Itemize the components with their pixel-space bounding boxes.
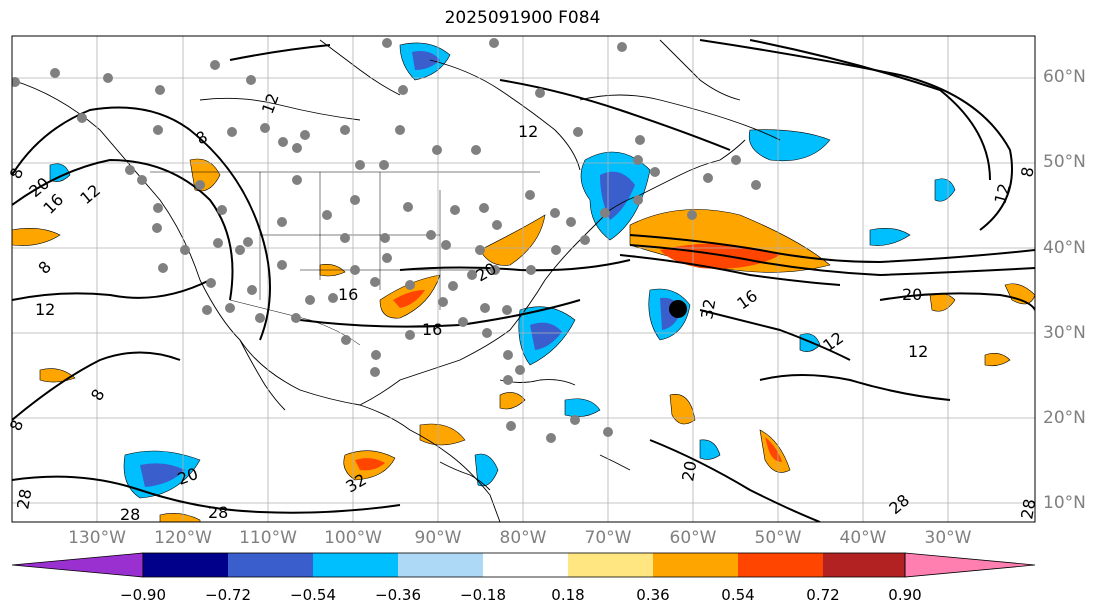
- lon-label: 130°W: [68, 528, 126, 548]
- contour-label: 20: [902, 285, 922, 304]
- map-background: [12, 36, 1035, 522]
- contour-label: 12: [518, 122, 538, 141]
- colorbar-tick-label: −0.54: [290, 586, 336, 604]
- lat-label: 40°N: [1043, 238, 1086, 258]
- station-dots: [12, 38, 761, 443]
- lat-label: 10°N: [1043, 493, 1086, 513]
- colorbar-tick-label: 0.18: [551, 586, 585, 604]
- colorbar-tick-label: 0.54: [721, 586, 755, 604]
- colorbar-outline: [142, 552, 906, 578]
- colorbar-tick-label: 0.90: [888, 586, 922, 604]
- contour-label: 12: [908, 342, 928, 361]
- colorbar-tick-label: 0.36: [636, 586, 670, 604]
- lon-label: 70°W: [584, 528, 632, 548]
- colorbar-bin: [653, 553, 738, 577]
- contour-label: 16: [422, 320, 442, 339]
- storm-center-marker: [669, 300, 687, 318]
- colorbar-extend-low: [11, 552, 144, 578]
- contour-label: 16: [338, 285, 358, 304]
- lon-label: 100°W: [324, 528, 382, 548]
- contour-label: 32: [697, 297, 719, 320]
- colorbar-bin: [568, 553, 653, 577]
- contour-label: 8: [1017, 165, 1037, 178]
- colorbar-extend-high: [904, 552, 1036, 578]
- colorbar-tick-label: −0.72: [205, 586, 251, 604]
- contour-label: 12: [991, 181, 1015, 206]
- shaded-field-layer: [12, 42, 1035, 522]
- lon-label: 90°W: [414, 528, 462, 548]
- contour-label: 28: [120, 505, 140, 524]
- coastline-layer: [12, 39, 781, 522]
- lat-label: 60°N: [1043, 67, 1086, 87]
- map-title: 2025091900 F084: [444, 8, 601, 28]
- colorbar-tick-label: −0.90: [120, 586, 166, 604]
- map-frame: [11, 35, 1036, 523]
- colorbar-bin: [228, 553, 313, 577]
- lon-label: 30°W: [924, 528, 972, 548]
- contour-label: 20: [678, 459, 700, 482]
- colorbar-bin: [313, 553, 398, 577]
- colorbar-bin: [738, 553, 823, 577]
- lat-label: 30°N: [1043, 323, 1086, 343]
- lon-label: 50°W: [754, 528, 802, 548]
- lat-label: 50°N: [1043, 152, 1086, 172]
- lon-label: 40°W: [839, 528, 887, 548]
- lat-label: 20°N: [1043, 408, 1086, 428]
- colorbar-bin: [143, 553, 228, 577]
- colorbar: [11, 552, 1036, 578]
- contour-label: 12: [35, 300, 55, 319]
- colorbar-tick-label: −0.18: [460, 586, 506, 604]
- contour-label: 28: [13, 487, 35, 510]
- colorbar-tick-label: 0.72: [806, 586, 840, 604]
- lon-label: 120°W: [154, 528, 212, 548]
- colorbar-tick-label: −0.36: [375, 586, 421, 604]
- contour-label: 28: [208, 503, 228, 522]
- colorbar-bin: [483, 553, 568, 577]
- colorbar-bin: [823, 553, 905, 577]
- contour-label: 28: [1017, 497, 1039, 520]
- lon-label: 80°W: [499, 528, 547, 548]
- lon-label: 60°W: [669, 528, 717, 548]
- lon-label: 110°W: [239, 528, 297, 548]
- colorbar-bin: [398, 553, 483, 577]
- border-layer: [150, 171, 540, 346]
